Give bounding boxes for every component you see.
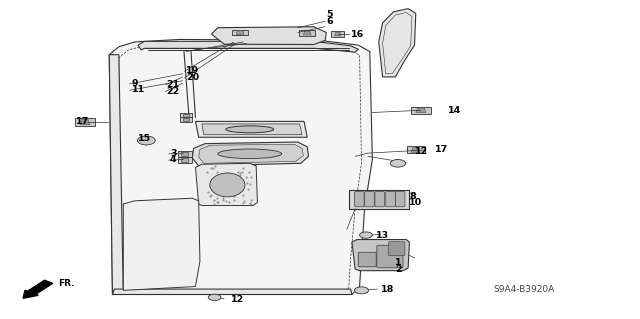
FancyBboxPatch shape (355, 192, 364, 207)
Text: 12: 12 (415, 147, 428, 156)
Text: 17: 17 (435, 145, 448, 154)
Polygon shape (180, 113, 191, 118)
Polygon shape (80, 119, 90, 125)
Circle shape (138, 136, 156, 145)
Text: FR.: FR. (58, 279, 75, 288)
FancyBboxPatch shape (377, 245, 403, 268)
Polygon shape (236, 31, 244, 34)
Ellipse shape (218, 149, 282, 159)
Polygon shape (113, 289, 352, 294)
Text: 11: 11 (132, 85, 145, 94)
Circle shape (390, 160, 406, 167)
Polygon shape (76, 118, 95, 126)
Circle shape (208, 294, 221, 300)
Polygon shape (183, 118, 189, 121)
Text: 4: 4 (170, 155, 177, 164)
Circle shape (360, 232, 372, 238)
Polygon shape (109, 55, 124, 294)
Text: 13: 13 (376, 231, 389, 240)
Polygon shape (195, 122, 307, 137)
Text: 21: 21 (167, 80, 180, 89)
Text: 16: 16 (351, 30, 364, 39)
Polygon shape (300, 30, 316, 36)
Text: 12: 12 (230, 295, 244, 304)
Text: 1: 1 (396, 258, 402, 267)
Polygon shape (177, 151, 191, 157)
Text: 19: 19 (186, 66, 199, 75)
FancyBboxPatch shape (386, 192, 396, 207)
Text: 20: 20 (186, 73, 199, 82)
Polygon shape (180, 117, 191, 122)
Polygon shape (192, 142, 308, 166)
Polygon shape (109, 40, 372, 294)
Text: 10: 10 (410, 198, 422, 207)
Polygon shape (232, 30, 248, 35)
Polygon shape (181, 158, 188, 162)
Text: 3: 3 (170, 149, 177, 158)
Polygon shape (352, 240, 410, 271)
Polygon shape (202, 124, 302, 135)
Polygon shape (211, 27, 326, 45)
Text: 17: 17 (76, 117, 90, 126)
FancyBboxPatch shape (375, 192, 385, 207)
Ellipse shape (226, 126, 274, 133)
Polygon shape (349, 190, 410, 209)
FancyBboxPatch shape (365, 192, 374, 207)
Polygon shape (412, 148, 420, 152)
Polygon shape (407, 146, 425, 153)
FancyBboxPatch shape (388, 242, 405, 256)
Ellipse shape (210, 173, 245, 197)
Text: 18: 18 (381, 285, 394, 294)
Polygon shape (195, 163, 257, 205)
Polygon shape (183, 114, 189, 117)
Polygon shape (416, 108, 426, 113)
Polygon shape (138, 41, 358, 52)
Text: 5: 5 (326, 11, 333, 19)
Polygon shape (379, 9, 416, 77)
FancyArrow shape (23, 280, 52, 298)
Polygon shape (177, 157, 191, 163)
Text: 6: 6 (326, 17, 333, 26)
Text: 8: 8 (410, 191, 416, 201)
Text: 14: 14 (448, 106, 461, 115)
Text: 22: 22 (167, 87, 180, 96)
Text: 2: 2 (396, 264, 402, 274)
Polygon shape (181, 152, 188, 156)
Polygon shape (335, 32, 341, 36)
Polygon shape (303, 31, 311, 35)
Polygon shape (411, 107, 431, 114)
Text: 15: 15 (138, 134, 151, 143)
Text: S9A4-B3920A: S9A4-B3920A (493, 285, 555, 294)
FancyBboxPatch shape (396, 192, 405, 207)
Polygon shape (198, 144, 303, 163)
Circle shape (355, 287, 369, 294)
Polygon shape (124, 198, 200, 290)
Text: 9: 9 (132, 79, 138, 88)
Polygon shape (332, 31, 344, 37)
FancyBboxPatch shape (358, 252, 376, 267)
